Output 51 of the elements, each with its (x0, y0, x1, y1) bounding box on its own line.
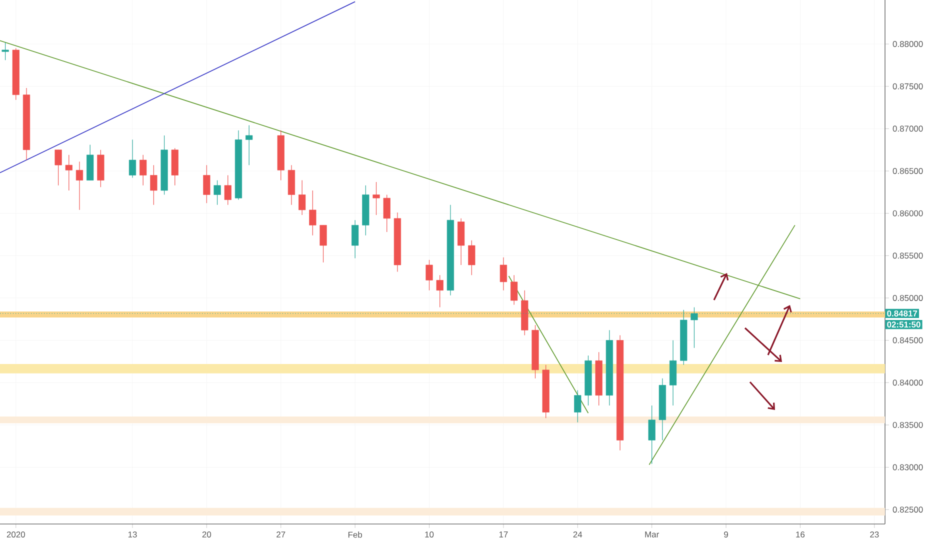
x-tick-label: 20 (202, 532, 212, 538)
y-tick-label: 0.84000 (892, 380, 923, 386)
candlestick (648, 405, 656, 464)
y-tick-label: 0.86000 (892, 210, 923, 216)
candlestick (500, 257, 507, 291)
y-tick-label: 0.82500 (892, 506, 923, 513)
candlestick (150, 164, 158, 206)
candlestick (140, 154, 147, 186)
y-tick-label: 0.87500 (892, 83, 923, 90)
candlestick (54, 150, 62, 186)
candlestick (224, 174, 232, 206)
x-tick-label: 10 (425, 532, 434, 538)
x-tick-label: 16 (796, 532, 805, 538)
candlestick (298, 180, 306, 216)
candlestick (128, 139, 136, 178)
candlestick (246, 124, 253, 166)
text: 02:51:50 (887, 322, 920, 328)
y-tick-label: 0.87000 (892, 126, 923, 132)
candlestick (214, 180, 221, 206)
candlestick (510, 274, 518, 306)
candlestick (309, 190, 316, 236)
x-tick-label: 27 (276, 532, 286, 538)
candlestick (436, 274, 444, 308)
candlestick (352, 220, 359, 258)
candlestick (468, 240, 476, 276)
x-tick-label: 9 (724, 532, 728, 538)
candlestick (65, 154, 72, 191)
candlestick (320, 224, 327, 263)
x-tick-label: Feb (348, 532, 362, 538)
x-tick-label: 24 (573, 532, 582, 538)
y-tick-label: 0.85000 (892, 294, 923, 301)
candlestick (76, 161, 84, 210)
candlestick (372, 182, 380, 216)
y-tick-label: 0.83500 (892, 422, 923, 428)
y-tick-label: 0.86500 (892, 168, 923, 174)
y-tick-label: 0.85500 (892, 252, 923, 259)
candlestick (574, 390, 582, 423)
candlestick (2, 42, 9, 60)
x-tick-label: 23 (870, 532, 879, 538)
ref-line-label: 0.84817 (887, 310, 918, 316)
candlestick (458, 218, 465, 266)
candlestick (203, 164, 210, 204)
x-tick-label: 2020 (6, 532, 25, 538)
candlestick (426, 260, 433, 291)
y-tick-label: 0.88000 (892, 41, 923, 48)
x-tick-label: 13 (128, 532, 137, 538)
y-tick-label: 0.83000 (892, 464, 923, 470)
candlestick (383, 194, 390, 232)
x-tick-label: Mar (645, 532, 659, 538)
y-tick-label: 0.84500 (892, 337, 923, 344)
x-tick-label: 17 (499, 532, 508, 538)
